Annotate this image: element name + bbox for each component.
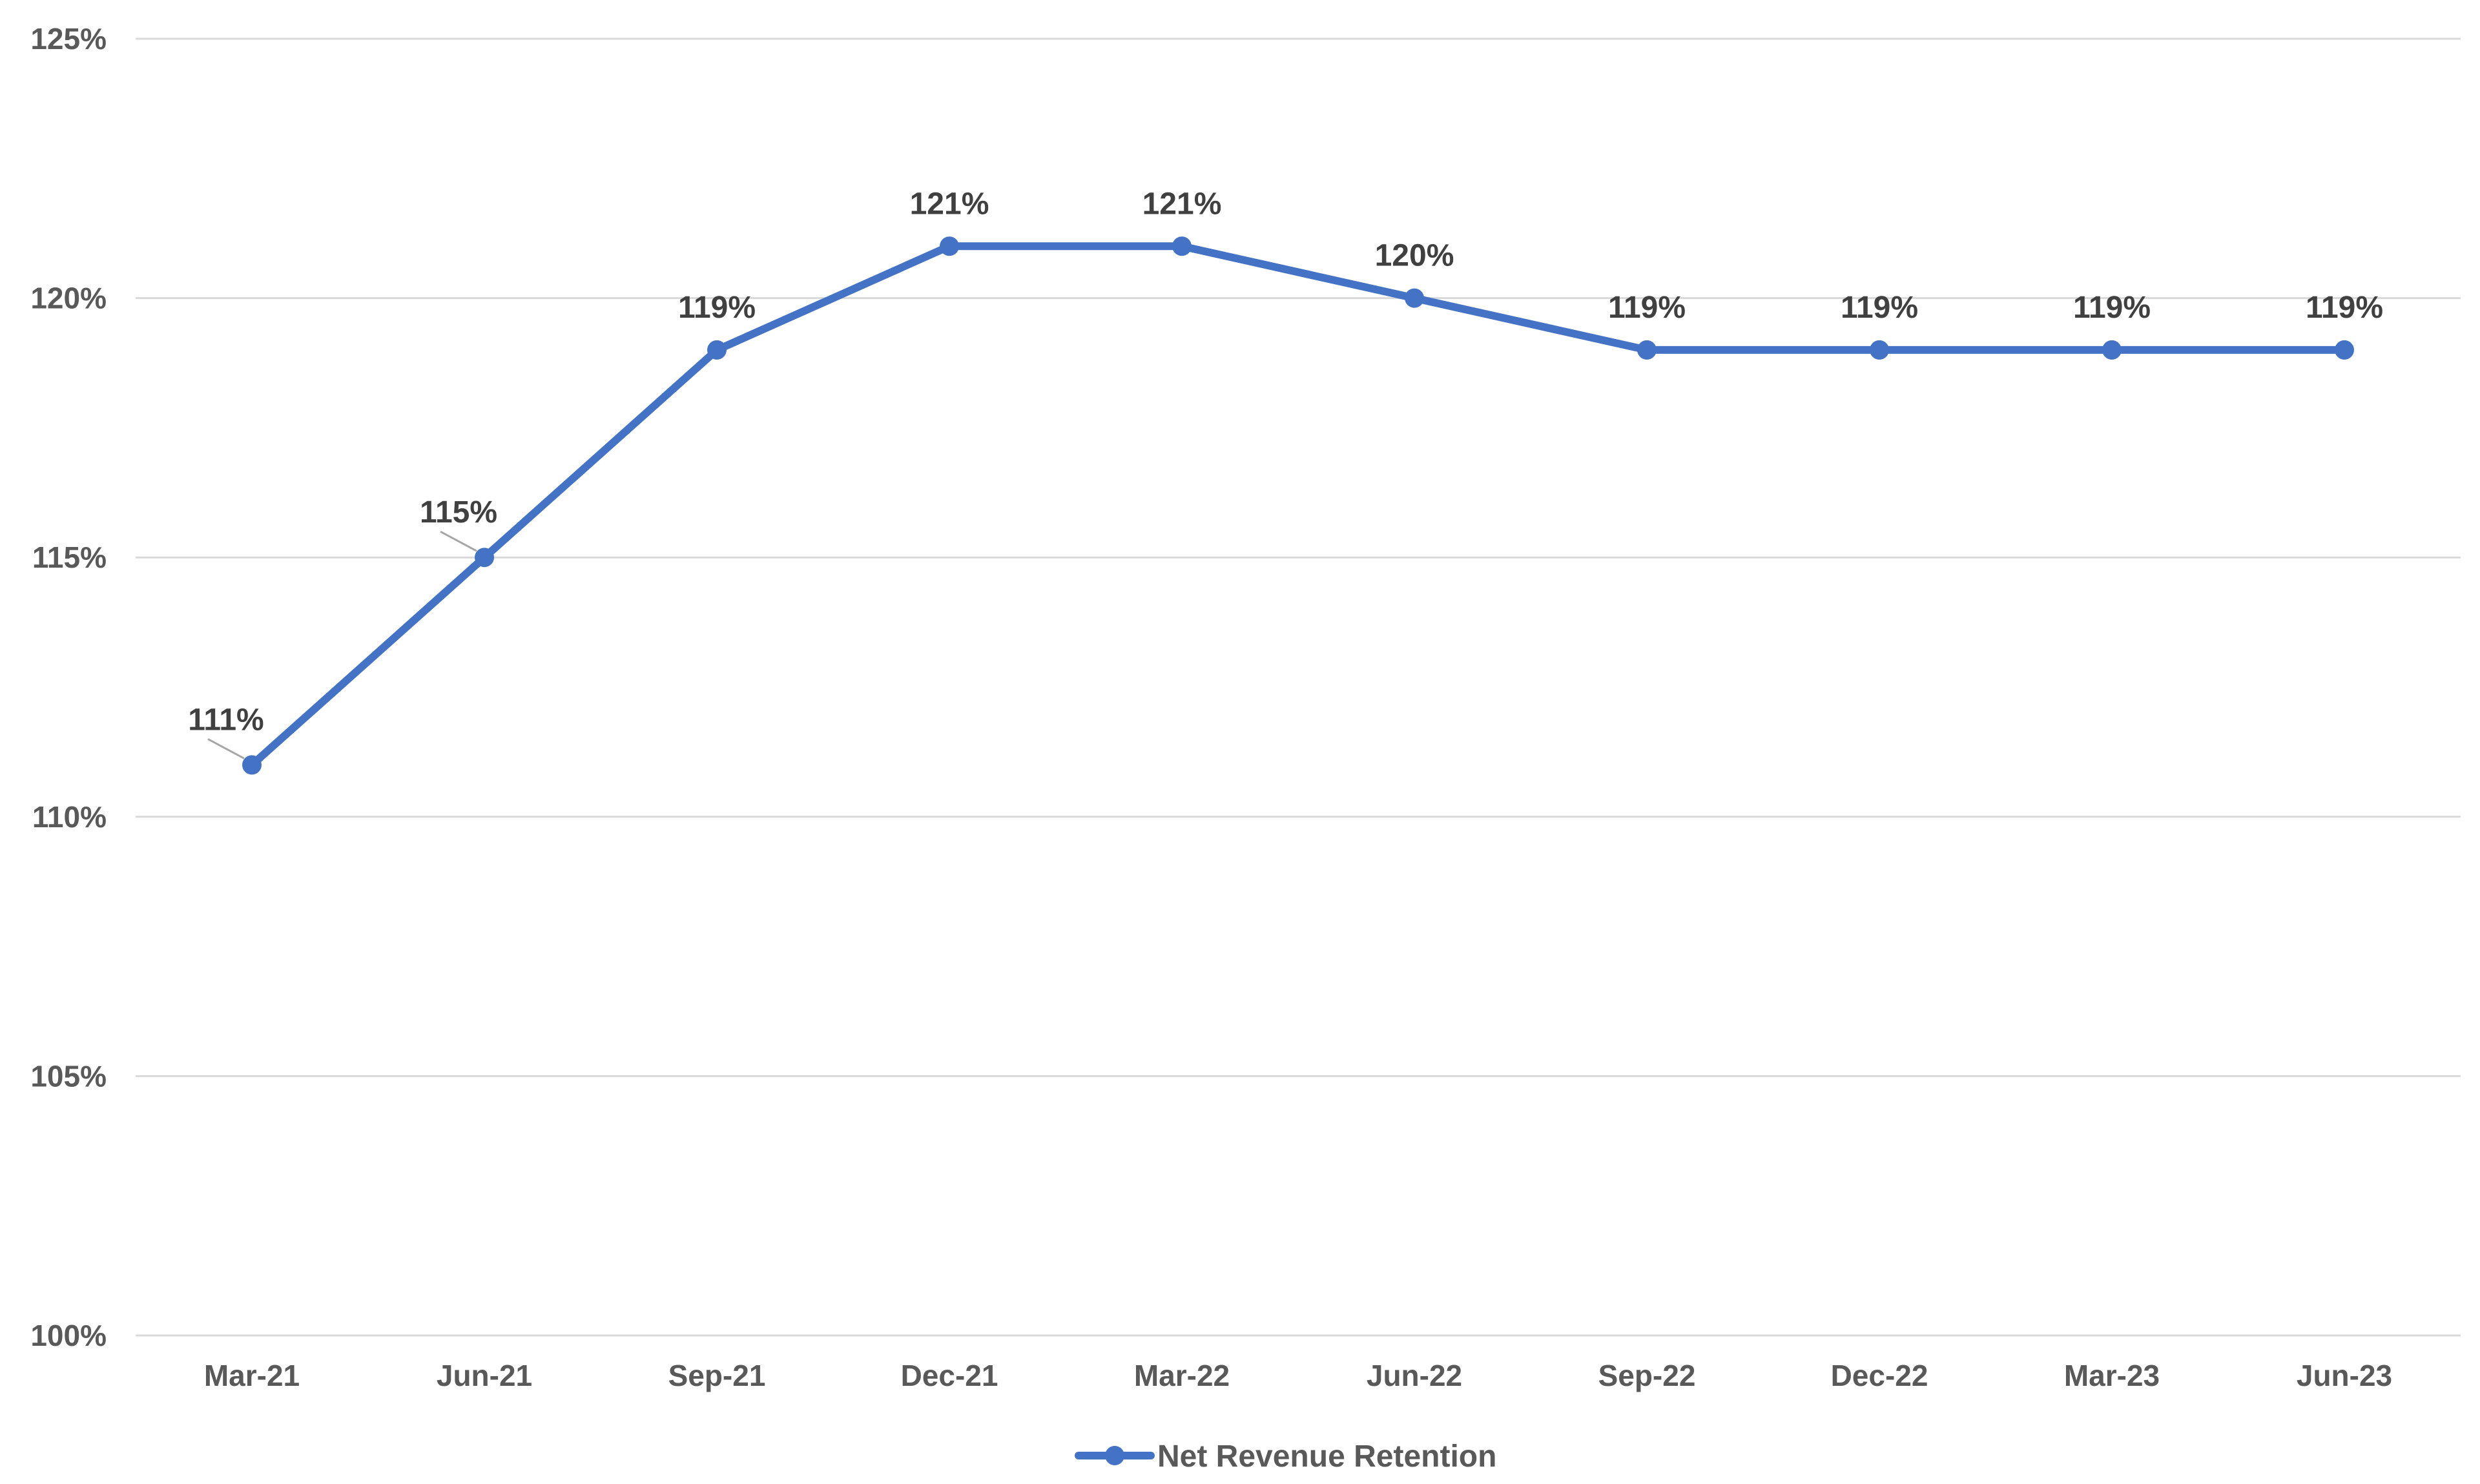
data-point: [940, 236, 959, 256]
data-labels: 111% 115% 119% 121% 121% 120% 119% 119% 119% 119%: [188, 187, 2383, 759]
data-point: [1637, 340, 1657, 360]
x-tick-label: Mar-21: [204, 1359, 300, 1392]
data-point: [2102, 340, 2122, 360]
x-tick-label: Sep-22: [1598, 1359, 1696, 1392]
data-label: 119%: [2073, 291, 2151, 325]
legend: Net Revenue Retention: [1075, 1439, 1496, 1474]
x-tick-label: Sep-21: [668, 1359, 766, 1392]
data-label: 120%: [1375, 239, 1454, 273]
leader-line: [440, 530, 477, 552]
data-label: 121%: [910, 187, 989, 221]
x-tick-label: Jun-23: [2297, 1359, 2392, 1392]
y-tick-label: 100%: [30, 1319, 107, 1352]
y-tick-label: 105%: [30, 1059, 107, 1093]
y-tick-label: 125%: [30, 22, 107, 56]
data-label: 111%: [188, 703, 264, 737]
data-label: 119%: [1608, 291, 1686, 325]
y-tick-label: 115%: [32, 541, 107, 574]
x-axis: Mar-21 Jun-21 Sep-21 Dec-21 Mar-22 Jun-22 Sep-…: [204, 1359, 2392, 1392]
data-point: [475, 548, 494, 568]
y-tick-label: 120%: [30, 282, 107, 315]
data-label: 119%: [2306, 291, 2383, 325]
data-label: 119%: [1841, 291, 1918, 325]
x-tick-label: Dec-21: [901, 1359, 998, 1392]
x-tick-label: Mar-23: [2064, 1359, 2160, 1392]
data-point: [1172, 236, 1192, 256]
data-point: [1405, 288, 1424, 308]
data-point: [1870, 340, 1889, 360]
data-point: [707, 340, 727, 360]
legend-series-label: Net Revenue Retention: [1157, 1439, 1496, 1474]
data-label: 119%: [678, 291, 756, 325]
series-line-group: [242, 236, 2354, 775]
x-tick-label: Jun-21: [437, 1359, 532, 1392]
x-tick-label: Mar-22: [1134, 1359, 1230, 1392]
data-label: 121%: [1142, 187, 1222, 221]
leader-line: [207, 738, 245, 759]
data-label: 115%: [420, 495, 497, 530]
y-axis: 100% 105% 110% 115% 120% 125%: [30, 22, 107, 1352]
y-tick-label: 110%: [32, 800, 107, 834]
data-point: [242, 755, 262, 775]
legend-marker: [1105, 1446, 1124, 1465]
series-line: [248, 242, 2348, 769]
x-tick-label: Jun-22: [1367, 1359, 1462, 1392]
gridlines: [136, 37, 2461, 1337]
data-point: [2335, 340, 2354, 360]
x-tick-label: Dec-22: [1831, 1359, 1928, 1392]
